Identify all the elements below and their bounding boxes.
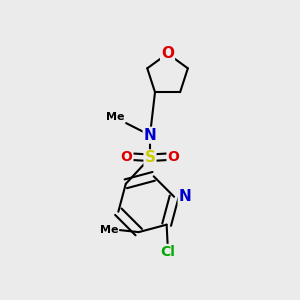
Text: N: N bbox=[178, 189, 191, 204]
Text: Me: Me bbox=[106, 112, 125, 122]
Text: O: O bbox=[167, 149, 179, 164]
Text: S: S bbox=[145, 150, 155, 165]
Text: N: N bbox=[144, 128, 156, 143]
Text: Cl: Cl bbox=[160, 245, 175, 259]
Text: Me: Me bbox=[100, 225, 119, 235]
Text: O: O bbox=[161, 46, 174, 61]
Text: O: O bbox=[121, 149, 133, 164]
